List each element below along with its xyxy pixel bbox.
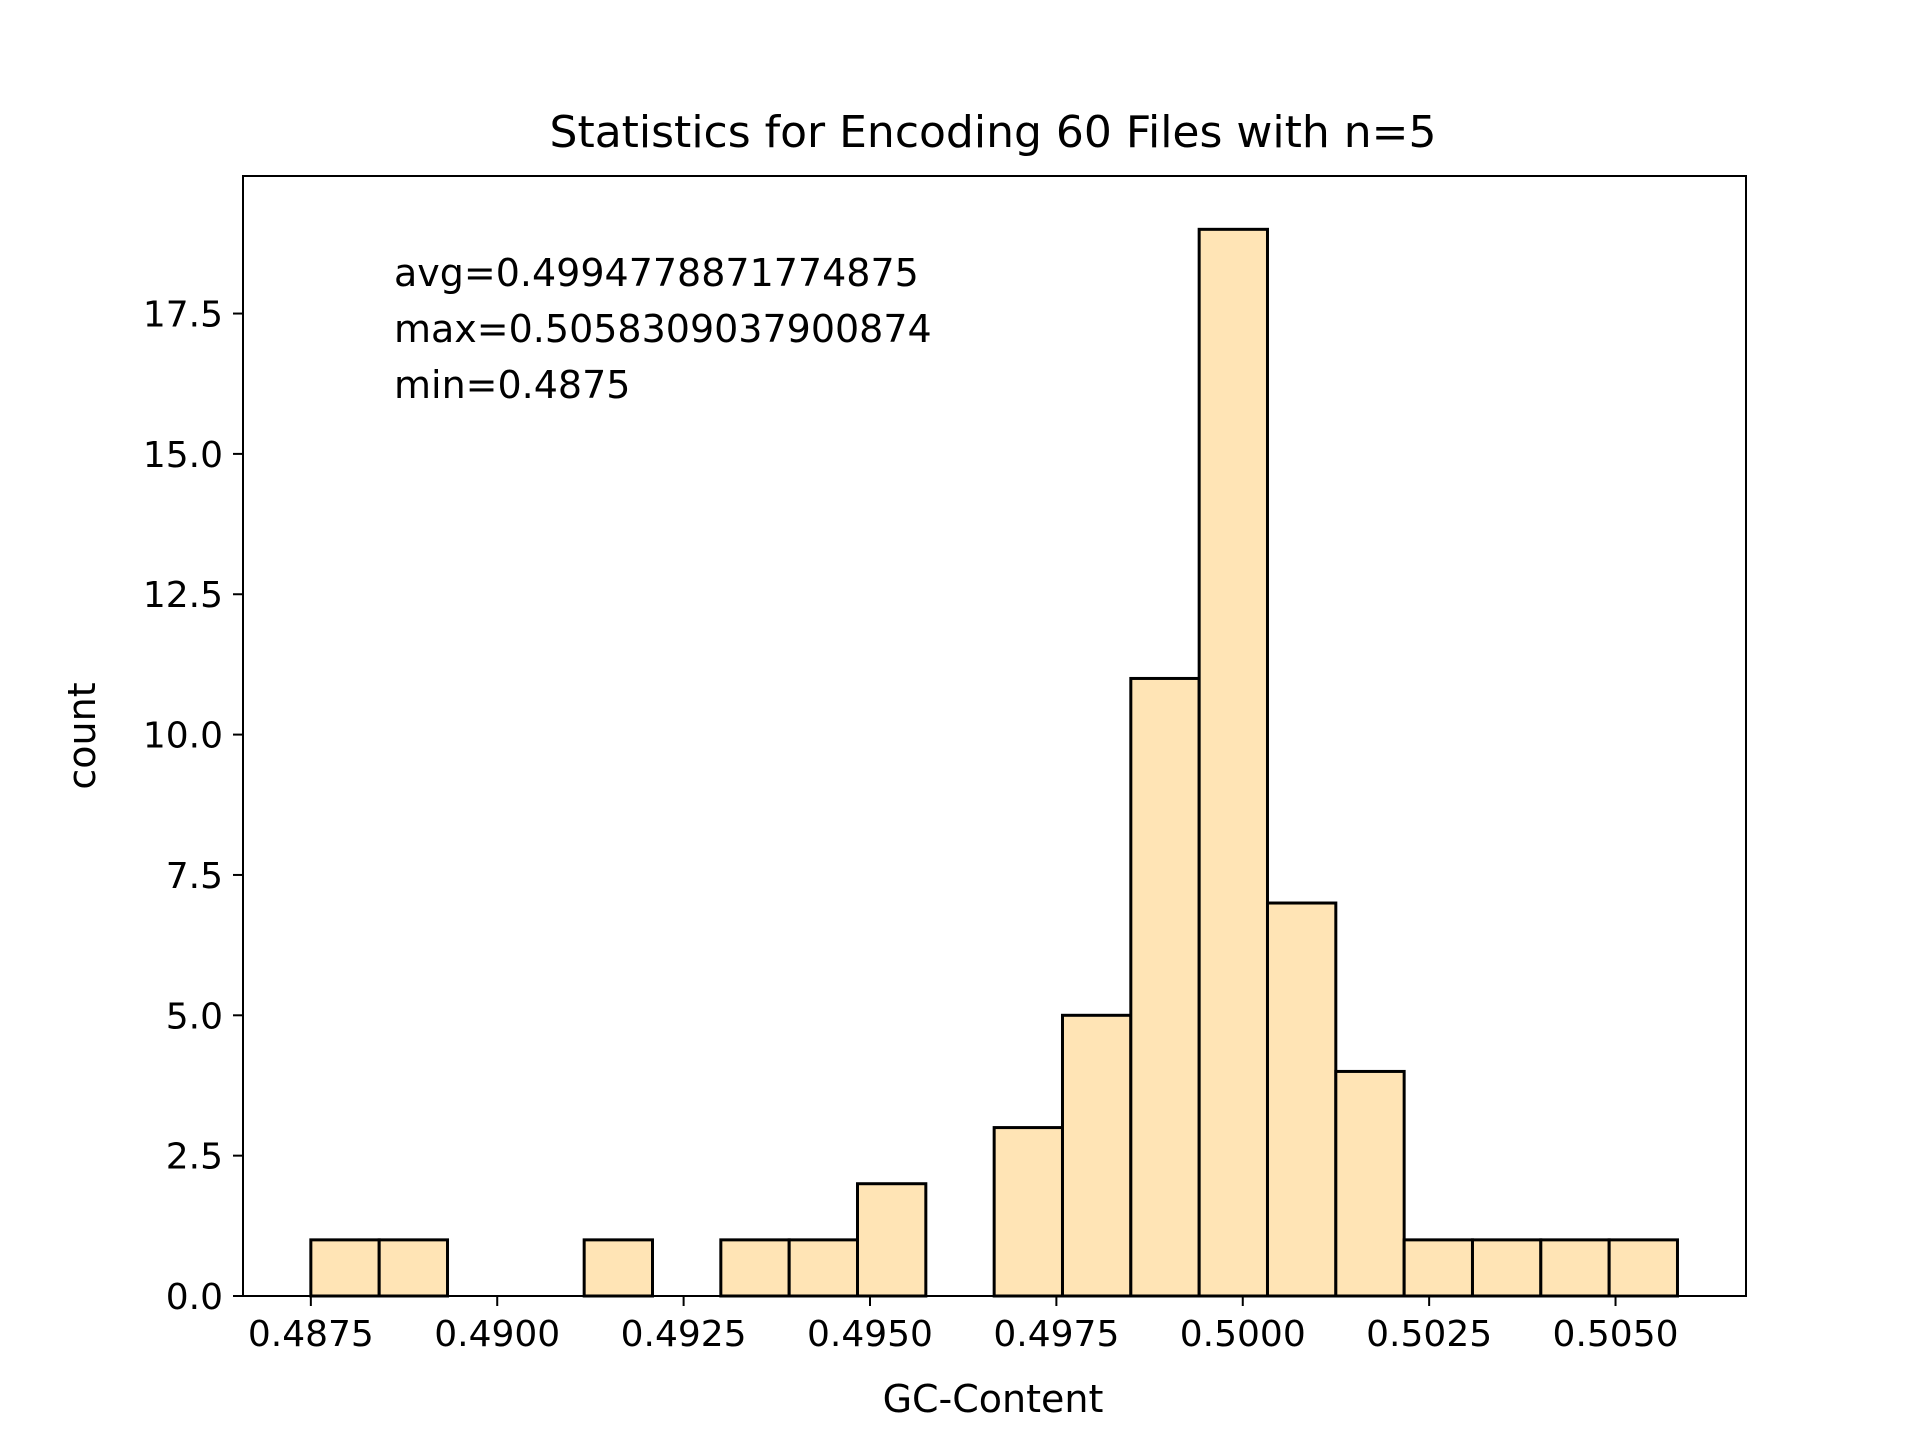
y-axis-ticks: 0.0 2.5 5.0 7.5 10.0 12.5 15.0 17.5 [143, 295, 243, 1318]
histogram-bar [1470, 1238, 1543, 1298]
y-tick-label: 15.0 [143, 435, 223, 476]
x-tick-label: 0.4975 [993, 1314, 1119, 1355]
y-axis-label: count [60, 682, 104, 789]
x-tick-label: 0.4925 [621, 1314, 747, 1355]
y-tick-label: 5.0 [166, 996, 223, 1037]
histogram-bar [1607, 1238, 1679, 1298]
chart-title: Statistics for Encoding 60 Files with n=… [550, 107, 1437, 158]
stat-annotation: max=0.5058309037900874 [394, 307, 932, 351]
histogram-bar [1539, 1238, 1611, 1298]
histogram-bar [856, 1182, 928, 1298]
x-tick-label: 0.4900 [434, 1314, 560, 1355]
x-tick-label: 0.5025 [1366, 1314, 1492, 1355]
histogram-bar [582, 1238, 654, 1298]
histogram-bar [787, 1238, 859, 1298]
y-tick-label: 17.5 [143, 295, 223, 336]
histogram-bar [309, 1238, 381, 1298]
x-tick-label: 0.5000 [1180, 1314, 1306, 1355]
histogram-bar [1265, 901, 1338, 1298]
y-tick-label: 7.5 [166, 856, 223, 897]
histogram-bar [1334, 1069, 1406, 1298]
histogram-bar [719, 1238, 791, 1298]
x-axis-label: GC-Content [883, 1377, 1104, 1421]
stat-annotation: avg=0.4994778871774875 [394, 251, 919, 295]
x-tick-label: 0.5050 [1553, 1314, 1679, 1355]
histogram-bar [1060, 1013, 1133, 1298]
y-tick-label: 0.0 [166, 1277, 223, 1318]
y-tick-label: 10.0 [143, 716, 223, 757]
histogram-bar [377, 1238, 450, 1298]
histogram-bar [992, 1126, 1064, 1298]
x-tick-label: 0.4875 [248, 1314, 374, 1355]
plot-frame [242, 175, 1747, 1297]
stats-annotations: avg=0.4994778871774875 max=0.505830903790… [394, 251, 932, 407]
histogram-bar [1129, 676, 1201, 1298]
y-tick-label: 2.5 [166, 1137, 223, 1178]
histogram-bar [1197, 227, 1269, 1298]
x-tick-label: 0.4950 [807, 1314, 933, 1355]
x-axis-ticks: 0.4875 0.4900 0.4925 0.4950 0.4975 0.5000 0.50… [248, 1296, 1679, 1355]
stat-annotation: min=0.4875 [394, 363, 630, 407]
y-tick-label: 12.5 [143, 575, 223, 616]
histogram-bar [1402, 1238, 1474, 1298]
